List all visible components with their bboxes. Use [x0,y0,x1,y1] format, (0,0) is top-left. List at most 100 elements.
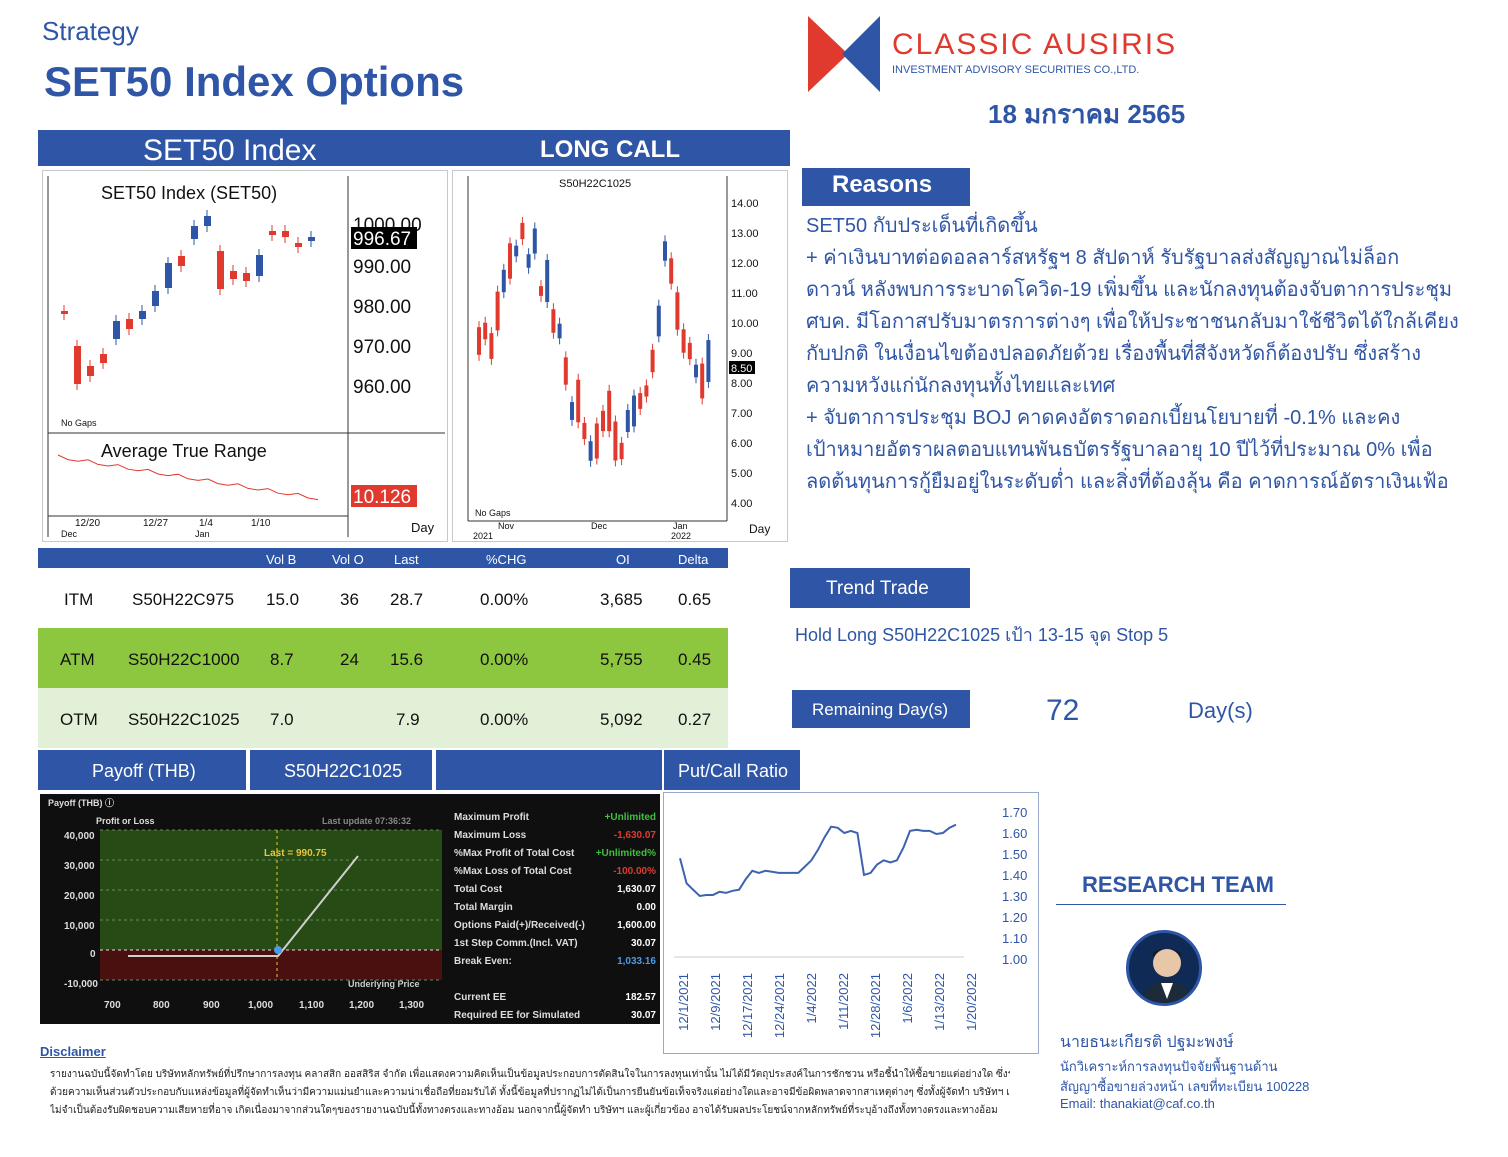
call-price-label: 12.00 [731,258,759,270]
payoff-y-label: 10,000 [64,921,95,932]
call-candle [483,322,488,340]
payoff-last-label: Last = 990.75 [264,848,327,859]
set50-candle [269,231,276,235]
payoff-stat-value: +Unlimited% [596,848,656,859]
set50-candle [230,271,237,279]
payoff-stat-label: Break Even: [454,956,512,967]
payoff-current-marker [274,946,282,954]
research-team-divider [1056,904,1286,905]
payoff-stat-value: 0.00 [637,902,657,913]
call-chart-panel: S50H22C1025 14.00 13.00 12.00 11.00 10.00 9.0… [452,170,788,542]
reasons-title: Reasons [832,171,933,198]
call-candle [594,423,599,459]
payoff-stat-value: 30.07 [631,1010,656,1021]
payoff-stat-label: Current EE [454,992,507,1003]
call-no-gaps: No Gaps [475,508,511,518]
logo-name: CLASSIC AUSIRIS [892,28,1178,61]
row-type: ITM [64,590,94,609]
payoff-stat-label: 1st Step Comm.(Incl. VAT) [454,938,578,949]
disclaimer-line: ไม่จำเป็นต้องรับผิดชอบความเสียหายที่อาจ … [50,1105,998,1116]
set50-candle [100,354,107,363]
analyst-email: Email: thanakiat@caf.co.th [1060,1096,1215,1111]
analyst-role: นักวิเคราะห์การลงทุนปัจจัยพื้นฐานด้าน [1060,1059,1278,1074]
row-chg: 0.00% [480,650,529,669]
table-row: OTM S50H22C1025 7.0 7.9 0.00% 5,092 0.27 [38,688,728,748]
pcr-y-tick-label: 1.10 [1002,931,1027,946]
payoff-y-label: 30,000 [64,861,95,872]
set50-no-gaps: No Gaps [61,418,97,428]
call-candle [607,390,612,432]
payoff-line [128,855,359,957]
row-series: S50H22C1025 [128,710,240,729]
pcr-x-tick-label: 1/4/2022 [804,973,819,1024]
payoff-last-update: Last update 07:36:32 [322,816,411,826]
set50-month-2: Jan [195,529,210,539]
put-call-ratio-chart: 1.70 1.60 1.50 1.40 1.30 1.20 1.10 1.00 12/1/20… [674,805,1027,1038]
reason-line: ความหวังแก่นักลงทุนทั้งไทยและเทศ [806,375,1116,397]
remaining-days-unit: Day(s) [1188,698,1253,723]
reason-line: ดาวน์ หลังพบการระบาดโควิด-19 เพิ่มขึ้น แ… [806,279,1453,301]
set50-candle [152,291,159,306]
row-series: S50H22C975 [132,590,235,609]
call-candle [638,393,643,409]
atr-value: 10.126 [353,487,411,508]
payoff-x-label: 1,100 [299,1000,324,1011]
analyst-license: สัญญาซื้อขายล่วงหน้า เลขที่ทะเบียน 10022… [1060,1079,1310,1094]
col-head-vol-b: Vol B [266,552,297,567]
call-candle [694,364,698,378]
pcr-x-tick-label: 1/20/2022 [964,973,979,1031]
row-delta: 0.27 [678,710,712,729]
avatar [1126,930,1202,1006]
call-candlestick-chart: S50H22C1025 14.00 13.00 12.00 11.00 10.00 9.0… [467,176,770,541]
payoff-stat-label: Total Cost [454,884,503,895]
page-title: SET50 Index Options [44,58,465,105]
trend-trade-text: Hold Long S50H22C1025 เป้า 13-15 จุด Sto… [795,625,1169,645]
table-row: ATM S50H22C1000 8.7 24 15.6 0.00% 5,755 … [38,628,728,688]
options-table: Vol B Vol O Last %CHG OI Delta ITM S50H2… [38,548,728,748]
call-price-label: 4.00 [731,498,752,510]
atr-title: Average True Range [101,441,267,461]
call-candle [514,245,519,257]
pcr-x-tick-label: 12/17/2021 [740,973,755,1038]
long-call-bar-label: LONG CALL [540,136,680,163]
pcr-y-tick-label: 1.30 [1002,889,1027,904]
call-price-label: 6.00 [731,438,752,450]
payoff-stat-value: -1,630.07 [614,830,657,841]
row-last: 15.6 [390,650,424,669]
row-chg: 0.00% [480,590,529,609]
set50-price-label-960: 960.00 [353,377,411,398]
set50-candlestick-chart: SET50 Index (SET50) No Gaps Average True… [47,176,445,539]
research-team-title: RESEARCH TEAM [1082,872,1274,897]
set50-date-3: 1/4 [199,518,213,529]
call-candle [687,342,692,360]
set50-date-2: 12/27 [143,518,168,529]
pcr-x-tick-label: 12/24/2021 [772,973,787,1038]
call-month-2: Dec [591,521,608,531]
trend-trade-title: Trend Trade [826,578,929,599]
row-vol-b: 7.0 [270,710,294,729]
call-candle [582,422,587,440]
call-candle [545,260,550,302]
row-vol-b: 8.7 [270,650,294,669]
payoff-x-label: 700 [104,1000,121,1011]
call-price-label: 10.00 [731,318,759,330]
set50-candle [74,346,81,384]
row-oi: 5,092 [600,710,643,729]
put-call-ratio-label: Put/Call Ratio [678,761,789,781]
payoff-x-label: 1,300 [399,1000,424,1011]
call-candle [619,442,624,460]
set50-month-1: Dec [61,529,78,539]
pcr-y-tick-label: 1.50 [1002,847,1027,862]
set50-bar-label: SET50 Index [143,134,317,167]
set50-price-label-990: 990.00 [353,257,411,278]
row-vol-o: 24 [340,650,359,669]
call-candle [706,340,711,382]
table-row: ITM S50H22C975 15.0 36 28.7 0.00% 3,685 … [38,570,728,628]
report-date: 18 มกราคม 2565 [988,99,1186,129]
row-last: 7.9 [396,710,420,729]
call-candle [669,258,674,284]
remaining-days-label: Remaining Day(s) [812,700,949,719]
pcr-y-tick-label: 1.00 [1002,952,1027,967]
call-year-1: 2021 [473,531,493,541]
pcr-x-tick-label: 12/1/2021 [676,973,691,1031]
